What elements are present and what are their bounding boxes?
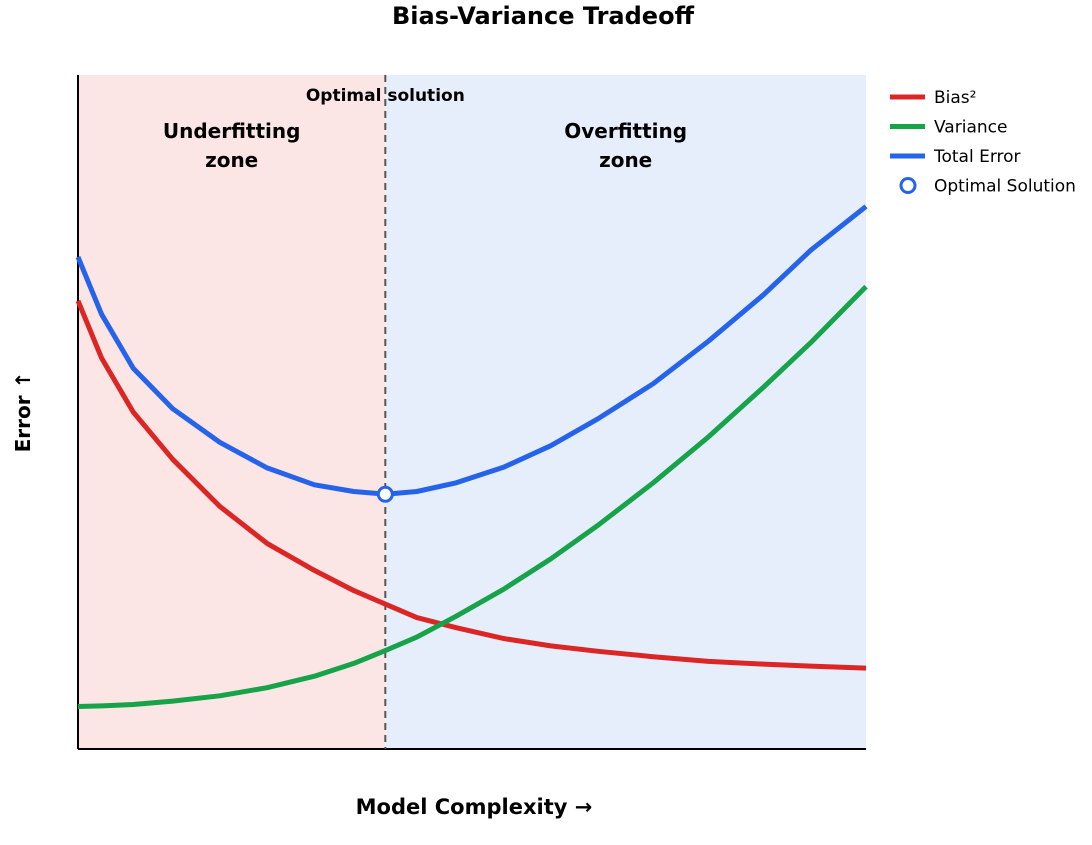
zone-region-0 — [78, 75, 386, 749]
chart-title: Bias-Variance Tradeoff — [392, 2, 695, 30]
legend-label-0: Bias² — [934, 88, 976, 108]
optimal-line-label: Optimal solution — [306, 86, 465, 106]
zone-region-1 — [385, 75, 866, 749]
legend-label-3: Optimal Solution — [934, 177, 1076, 197]
series-line-bias — [75, 299, 867, 671]
legend: Bias² Variance Total Error Optimal Solution — [890, 88, 1076, 197]
zone-label-1: Overfitting zone — [564, 119, 687, 172]
series-line-total-error — [75, 204, 868, 497]
zone-label-line: zone — [205, 148, 258, 172]
legend-label-1: Variance — [934, 118, 1007, 138]
optimal-point-marker — [376, 485, 394, 503]
y-axis-label: Error ↑ — [11, 372, 35, 453]
legend-label-2: Total Error — [933, 147, 1021, 167]
series-line-variance — [77, 284, 868, 709]
zone-label-line: Overfitting — [564, 119, 687, 143]
zone-label-line: zone — [599, 148, 652, 172]
zone-label-0: Underfitting zone — [163, 119, 301, 172]
x-axis-label: Model Complexity → — [356, 795, 593, 819]
legend-marker-3 — [899, 177, 917, 194]
zone-label-line: Underfitting — [163, 119, 301, 143]
